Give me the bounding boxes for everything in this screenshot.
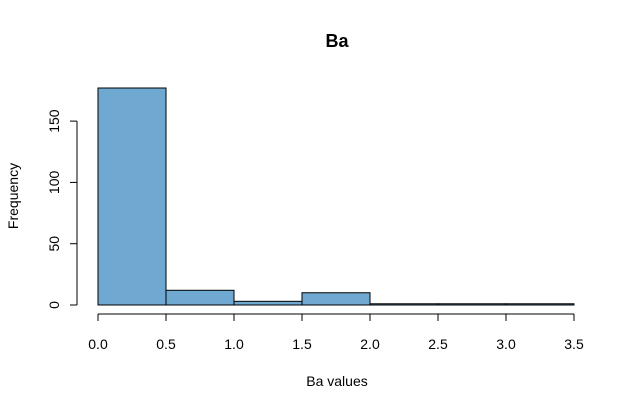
y-tick-label: 100 [46,171,62,195]
x-axis-label: Ba values [306,373,367,389]
histogram-bar [233,300,303,306]
chart-title: Ba [325,31,349,51]
x-tick-label: 3.5 [564,336,584,352]
histogram-bar [437,303,507,306]
histogram-bar [301,292,371,306]
y-axis-label: Frequency [5,163,21,229]
x-tick-label: 3.0 [496,336,516,352]
x-tick-label: 2.5 [428,336,448,352]
bars-layer [97,87,575,306]
y-tick-label: 0 [46,301,62,309]
x-tick-label: 2.0 [360,336,380,352]
y-axis: 0 50 100 150 [46,109,78,309]
histogram-bar [97,87,167,306]
x-tick-label: 0.5 [156,336,176,352]
histogram-bar [165,289,235,306]
x-tick-label: 1.5 [292,336,312,352]
y-tick-label: 150 [46,109,62,133]
x-axis: 0.0 0.5 1.0 1.5 2.0 2.5 3.0 3.5 [88,313,584,352]
histogram-bar [369,303,439,306]
x-tick-label: 1.0 [224,336,244,352]
histogram-bar [505,303,575,306]
x-tick-label: 0.0 [88,336,108,352]
y-tick-label: 50 [46,236,62,252]
